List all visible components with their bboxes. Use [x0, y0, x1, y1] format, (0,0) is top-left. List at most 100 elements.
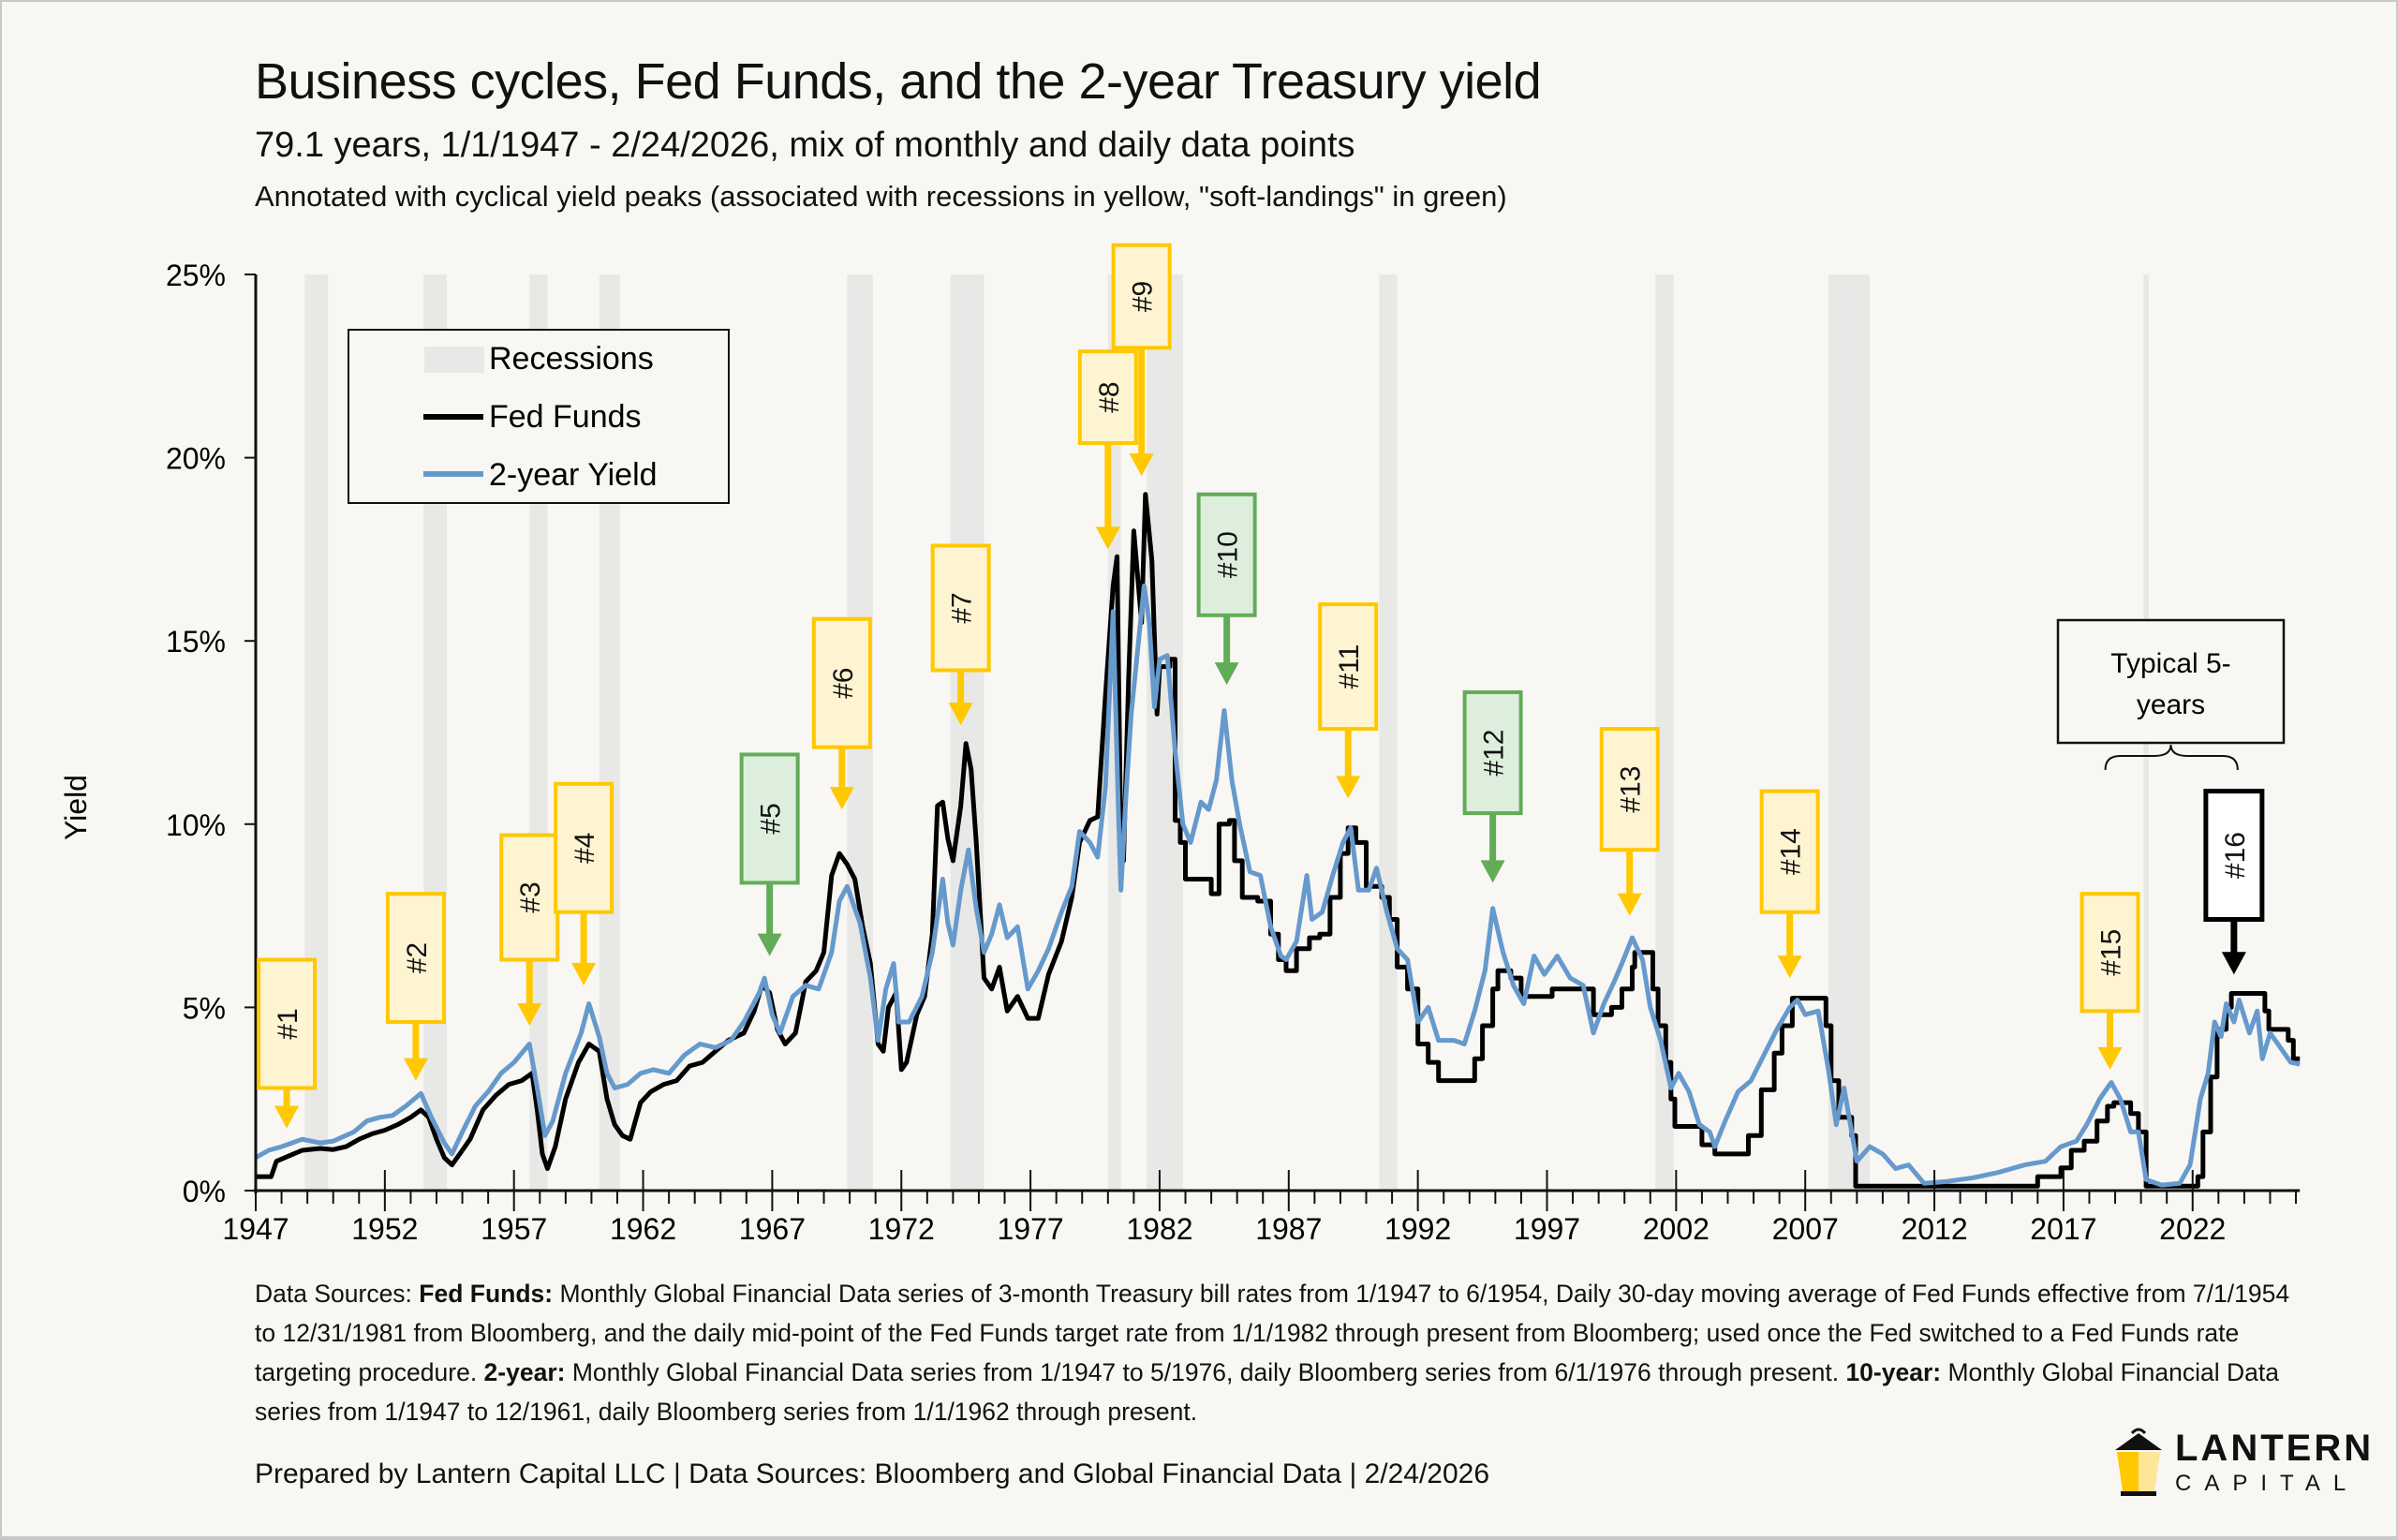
x-tick-label: 1977 — [998, 1212, 1064, 1246]
annotation-label: #9 — [1128, 281, 1159, 312]
annotation-box — [1196, 492, 1257, 617]
arrow-down-icon — [1214, 662, 1239, 686]
arrow-down-icon — [2097, 1046, 2123, 1070]
annotation-peak-3: #3 — [499, 833, 560, 1026]
annotation-label: #16 — [2220, 832, 2251, 879]
annotation-box — [1318, 602, 1379, 732]
annotation-peak-2: #2 — [385, 892, 446, 1081]
x-tick-label: 2002 — [1643, 1212, 1710, 1246]
sources-fed-text: Monthly Global Financial Data series of … — [255, 1280, 2290, 1386]
annotation-peak-9: #9 — [1111, 243, 1172, 477]
logo-word-capital: CAPITAL — [2175, 1471, 2360, 1496]
annotation-peak-8: #8 — [1077, 349, 1138, 550]
axes: 0% 5% 10% 15% 20% 25% 1947 1952 1957 1962 1967 1972… — [166, 259, 2301, 1246]
annotation-peak-1: #1 — [257, 957, 318, 1129]
annotation-peak-10: #10 — [1196, 492, 1257, 686]
arrow-down-icon — [274, 1105, 300, 1129]
sources-label: Data Sources: — [255, 1280, 420, 1308]
annotation-peak-6: #6 — [811, 616, 872, 810]
arrow-down-icon — [2221, 952, 2246, 975]
x-tick-label: 2007 — [1772, 1212, 1839, 1246]
prepared-by-footer: Prepared by Lantern Capital LLC | Data S… — [255, 1459, 1490, 1489]
sources-fed-label: Fed Funds: — [419, 1280, 554, 1308]
recession-band — [1828, 274, 1871, 1191]
legend: Recessions Fed Funds 2-year Yield — [348, 329, 730, 504]
x-tick-label: 1992 — [1384, 1212, 1451, 1246]
annotation-box — [499, 833, 560, 962]
legend-recession-swatch — [424, 347, 484, 373]
peak-annotations: #1 #2 #3 #4 #5 #6 #7 #8 #9 #10 #11 #12 #13 #14 #15 #16 — [257, 243, 2265, 1129]
y-axis-label: Yield — [59, 775, 93, 840]
annotation-peak-5: #5 — [739, 752, 800, 956]
lantern-icon — [2115, 1428, 2162, 1496]
annotation-label: #2 — [402, 942, 433, 973]
recession-band — [950, 274, 984, 1191]
arrow-down-icon — [1336, 776, 1361, 799]
annotation-box — [739, 752, 800, 885]
legend-two-year-label: 2-year Yield — [489, 457, 658, 493]
annotation-label: #15 — [2096, 929, 2127, 976]
y-tick-label: 15% — [166, 625, 226, 659]
two-year-yield-line — [254, 584, 2301, 1188]
chart-note: Annotated with cyclical yield peaks (ass… — [255, 180, 1507, 213]
annotation-label: #11 — [1334, 644, 1365, 689]
x-tick-label: 1962 — [610, 1212, 676, 1246]
data-sources-note: Data Sources: Fed Funds: Monthly Global … — [255, 1274, 2297, 1431]
arrow-down-icon — [571, 962, 597, 985]
arrow-down-icon — [1480, 860, 1505, 883]
annotation-label: #3 — [515, 881, 546, 912]
callout-text-line1: Typical 5- — [2110, 648, 2230, 679]
annotation-label: #6 — [828, 668, 859, 699]
annotation-label: #14 — [1776, 828, 1807, 875]
annotation-label: #8 — [1094, 381, 1125, 412]
typical-cycle-callout: Typical 5- years — [2056, 618, 2286, 771]
annotation-label: #10 — [1213, 531, 1244, 578]
annotation-peak-4: #4 — [554, 781, 614, 985]
arrow-down-icon — [829, 787, 854, 810]
y-tick-label: 10% — [166, 808, 226, 842]
sources-ten-text: Monthly Global Financial Data series fro… — [255, 1358, 2279, 1426]
annotation-box — [1077, 349, 1138, 445]
annotation-label: #4 — [570, 833, 600, 864]
x-tick-label: 1967 — [739, 1212, 806, 1246]
annotation-label: #7 — [947, 592, 978, 623]
annotation-peak-7: #7 — [930, 543, 991, 726]
callout-box — [2056, 618, 2286, 745]
legend-box — [348, 329, 730, 504]
y-tick-label: 5% — [183, 991, 226, 1025]
lantern-capital-logo: LANTERN CAPITAL — [2108, 1424, 2371, 1499]
annotation-box — [1599, 727, 1660, 852]
sources-ten-label: 10-year: — [1845, 1358, 1942, 1386]
y-tick-label: 25% — [166, 259, 226, 292]
x-tick-label: 1957 — [481, 1212, 547, 1246]
annotation-peak-11: #11 — [1318, 602, 1379, 799]
annotation-peak-12: #12 — [1462, 689, 1523, 883]
annotation-peak-13: #13 — [1599, 727, 1660, 916]
annotation-label: #1 — [273, 1008, 303, 1039]
arrow-down-icon — [1617, 893, 1642, 916]
x-tick-label: 2012 — [1901, 1212, 1967, 1246]
x-tick-label: 1987 — [1255, 1212, 1322, 1246]
arrow-down-icon — [1095, 526, 1120, 550]
arrow-down-icon — [1777, 955, 1802, 979]
x-tick-label: 1972 — [868, 1212, 935, 1246]
annotation-box — [2080, 892, 2140, 1014]
recession-band — [1379, 274, 1398, 1191]
annotation-label: #5 — [756, 803, 787, 834]
sources-two-text: Monthly Global Financial Data series fro… — [565, 1358, 1846, 1386]
legend-fed-funds-label: Fed Funds — [489, 399, 642, 435]
x-tick-label: 1997 — [1514, 1212, 1580, 1246]
arrow-down-icon — [403, 1058, 428, 1081]
arrow-down-icon — [1129, 453, 1154, 477]
logo-word-lantern: LANTERN — [2175, 1428, 2375, 1469]
arrow-down-icon — [757, 933, 782, 956]
curly-brace-icon — [2104, 744, 2239, 771]
annotation-label: #12 — [1479, 729, 1510, 776]
x-tick-label: 1947 — [222, 1212, 289, 1246]
x-tick-label: 2017 — [2030, 1212, 2096, 1246]
chart-subtitle: 79.1 years, 1/1/1947 - 2/24/2026, mix of… — [255, 126, 1355, 165]
y-tick-label: 0% — [183, 1175, 226, 1208]
annotation-peak-14: #14 — [1759, 789, 1820, 979]
sources-two-label: 2-year: — [483, 1358, 566, 1386]
